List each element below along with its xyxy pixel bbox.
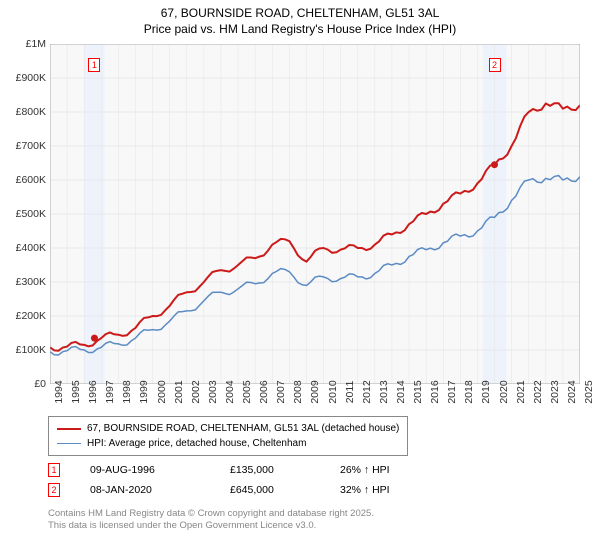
x-axis-label: 2022 (532, 380, 544, 403)
x-axis-label: 2001 (173, 380, 185, 403)
title-line-1: 67, BOURNSIDE ROAD, CHELTENHAM, GL51 3AL (0, 6, 600, 22)
x-axis-label: 2013 (378, 380, 390, 403)
event-badge: 2 (48, 483, 60, 497)
attribution-line-1: Contains HM Land Registry data © Crown c… (48, 508, 374, 520)
x-axis-label: 1995 (70, 380, 82, 403)
x-axis-label: 2012 (361, 380, 373, 403)
chart-svg (50, 44, 580, 384)
y-axis-label: £500K (16, 208, 46, 220)
event-delta: 32% ↑ HPI (340, 484, 420, 496)
x-axis-label: 2000 (156, 380, 168, 403)
x-axis-label: 2004 (224, 380, 236, 403)
attribution-line-2: This data is licensed under the Open Gov… (48, 520, 374, 532)
y-axis-label: £300K (16, 276, 46, 288)
event-date: 09-AUG-1996 (90, 464, 200, 476)
x-axis-label: 2021 (515, 380, 527, 403)
x-axis-label: 2016 (429, 380, 441, 403)
legend-label: HPI: Average price, detached house, Chel… (87, 436, 306, 451)
x-axis-label: 2008 (292, 380, 304, 403)
y-axis-label: £600K (16, 174, 46, 186)
x-axis-label: 2025 (583, 380, 595, 403)
event-marker: 2 (489, 58, 501, 72)
x-axis-label: 2009 (309, 380, 321, 403)
x-axis-label: 2005 (241, 380, 253, 403)
event-row: 2 08-JAN-2020 £645,000 32% ↑ HPI (48, 480, 420, 500)
legend-swatch (57, 428, 81, 430)
x-axis-label: 2014 (395, 380, 407, 403)
x-axis-label: 2018 (463, 380, 475, 403)
y-axis-label: £400K (16, 242, 46, 254)
event-date: 08-JAN-2020 (90, 484, 200, 496)
legend-item: 67, BOURNSIDE ROAD, CHELTENHAM, GL51 3AL… (57, 421, 399, 436)
event-price: £135,000 (230, 464, 310, 476)
x-axis-label: 2015 (412, 380, 424, 403)
x-axis-label: 2017 (446, 380, 458, 403)
event-row: 1 09-AUG-1996 £135,000 26% ↑ HPI (48, 460, 420, 480)
chart-title: 67, BOURNSIDE ROAD, CHELTENHAM, GL51 3AL… (0, 0, 600, 37)
x-axis-label: 1997 (104, 380, 116, 403)
title-line-2: Price paid vs. HM Land Registry's House … (0, 22, 600, 38)
legend: 67, BOURNSIDE ROAD, CHELTENHAM, GL51 3AL… (48, 416, 408, 456)
event-delta: 26% ↑ HPI (340, 464, 420, 476)
x-axis-label: 2019 (480, 380, 492, 403)
event-price: £645,000 (230, 484, 310, 496)
y-axis-label: £900K (16, 72, 46, 84)
x-axis-label: 2006 (258, 380, 270, 403)
event-badge: 1 (48, 463, 60, 477)
x-axis-label: 2003 (207, 380, 219, 403)
y-axis-label: £200K (16, 310, 46, 322)
y-axis-label: £700K (16, 140, 46, 152)
y-axis-label: £0 (34, 378, 46, 390)
legend-item: HPI: Average price, detached house, Chel… (57, 436, 399, 451)
x-axis-label: 1994 (53, 380, 65, 403)
x-axis-label: 2011 (344, 381, 356, 404)
attribution: Contains HM Land Registry data © Crown c… (48, 508, 374, 533)
y-axis-label: £1M (26, 38, 46, 50)
x-axis-label: 2010 (327, 380, 339, 403)
events-table: 1 09-AUG-1996 £135,000 26% ↑ HPI 2 08-JAN-202… (48, 460, 420, 500)
x-axis-label: 1998 (121, 380, 133, 403)
x-axis-label: 1999 (138, 380, 150, 403)
legend-label: 67, BOURNSIDE ROAD, CHELTENHAM, GL51 3AL… (87, 421, 399, 436)
x-axis-label: 2024 (566, 380, 578, 403)
legend-swatch (57, 443, 81, 445)
y-axis-label: £800K (16, 106, 46, 118)
x-axis-label: 2007 (275, 380, 287, 403)
event-marker: 1 (88, 58, 100, 72)
x-axis-label: 2023 (549, 380, 561, 403)
chart-area: £0£100K£200K£300K£400K£500K£600K£700K£80… (50, 44, 580, 384)
x-axis-label: 2020 (498, 380, 510, 403)
x-axis-label: 2002 (190, 380, 202, 403)
y-axis-label: £100K (16, 344, 46, 356)
x-axis-label: 1996 (87, 380, 99, 403)
